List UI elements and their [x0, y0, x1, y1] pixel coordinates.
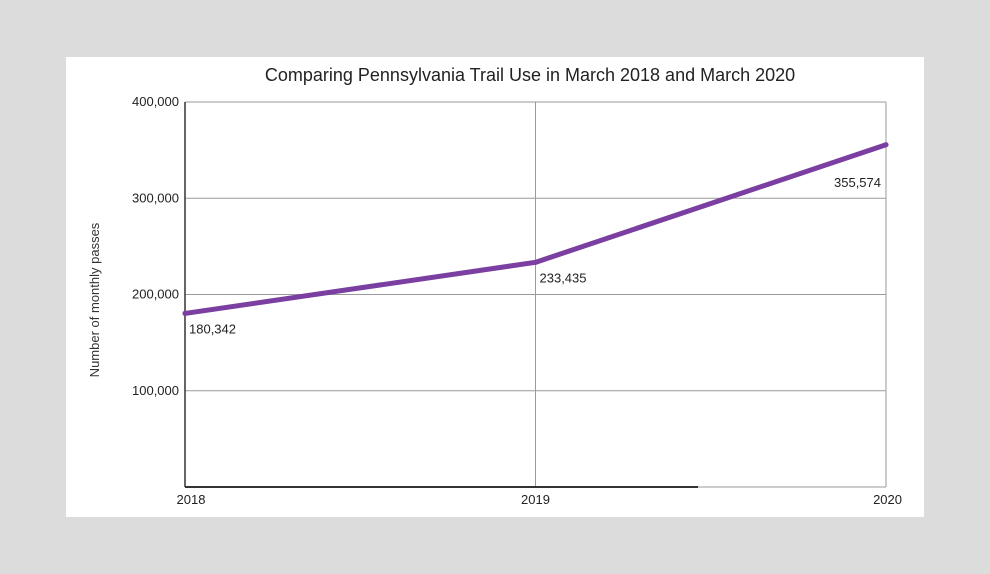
data-label: 233,435 — [540, 270, 587, 285]
data-label: 180,342 — [189, 321, 236, 336]
plot-area: 100,000 200,000 300,000 400,000 2018 2019 2020… — [132, 94, 902, 507]
chart-card: Comparing Pennsylvania Trail Use in Marc… — [66, 57, 924, 517]
data-label: 355,574 — [834, 175, 881, 190]
y-tick-label: 400,000 — [132, 94, 179, 109]
data-point — [883, 142, 889, 148]
x-tick-label: 2018 — [177, 492, 206, 507]
chart-title: Comparing Pennsylvania Trail Use in Marc… — [265, 65, 795, 85]
data-point — [182, 310, 188, 316]
y-tick-label: 200,000 — [132, 287, 179, 302]
line-chart: Comparing Pennsylvania Trail Use in Marc… — [87, 65, 902, 507]
x-tick-label: 2020 — [873, 492, 902, 507]
data-point — [533, 259, 538, 265]
y-tick-label: 300,000 — [132, 190, 179, 205]
y-tick-label: 100,000 — [132, 383, 179, 398]
y-axis-label: Number of monthly passes — [87, 222, 102, 377]
x-tick-label: 2019 — [521, 492, 550, 507]
